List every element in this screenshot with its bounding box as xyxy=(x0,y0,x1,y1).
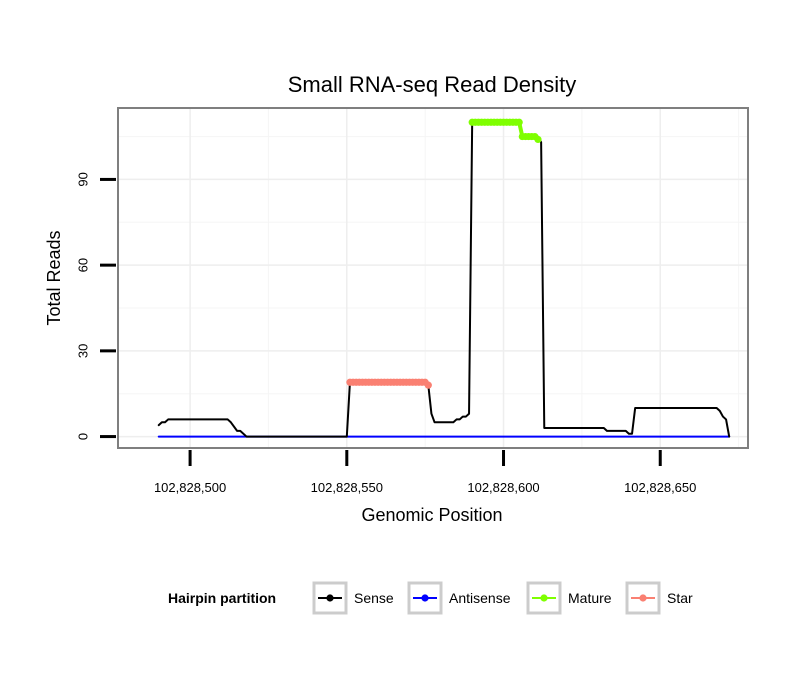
data-point-mature xyxy=(534,135,542,144)
series-line-sense xyxy=(157,121,731,438)
y-tick-label: 0 xyxy=(75,433,90,440)
plot-background xyxy=(118,108,748,448)
legend-key-point xyxy=(540,594,548,602)
y-tick-label: 90 xyxy=(75,172,90,186)
series-layer xyxy=(157,118,731,438)
legend-label: Mature xyxy=(568,590,612,606)
series-sense xyxy=(157,121,731,438)
y-axis: 0 30 60 90 xyxy=(75,172,116,440)
legend-label: Star xyxy=(667,590,693,606)
legend-item-mature: Mature xyxy=(526,581,612,615)
legend-key-point xyxy=(421,594,429,602)
legend-key-point xyxy=(639,594,647,602)
y-tick-label: 30 xyxy=(75,344,90,358)
y-tick-label: 60 xyxy=(75,258,90,272)
x-axis-title: Genomic Position xyxy=(361,505,502,525)
series-mature xyxy=(468,118,542,144)
legend-label: Antisense xyxy=(449,590,511,606)
x-tick-label: 102,828,600 xyxy=(467,480,539,495)
x-axis: 102,828,500 102,828,550 102,828,600 102,828… xyxy=(154,450,696,495)
x-tick-label: 102,828,500 xyxy=(154,480,226,495)
legend: Hairpin partition Sense Antisense Mature Sta… xyxy=(168,581,693,615)
x-tick-label: 102,828,650 xyxy=(624,480,696,495)
data-point-star xyxy=(424,381,432,389)
chart-title: Small RNA-seq Read Density xyxy=(288,72,577,97)
legend-key-point xyxy=(326,594,334,602)
legend-item-antisense: Antisense xyxy=(407,581,511,615)
legend-label: Sense xyxy=(354,590,394,606)
legend-item-star: Star xyxy=(625,581,693,615)
x-tick-label: 102,828,550 xyxy=(311,480,383,495)
plot-border xyxy=(117,107,749,449)
legend-item-sense: Sense xyxy=(312,581,394,615)
series-star xyxy=(346,378,432,389)
data-point-mature xyxy=(515,118,523,126)
legend-title: Hairpin partition xyxy=(168,590,276,606)
y-axis-title: Total Reads xyxy=(44,230,64,325)
